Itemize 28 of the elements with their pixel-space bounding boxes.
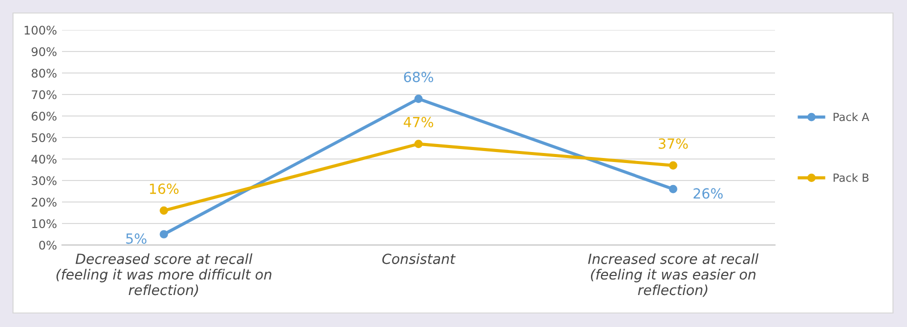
y-tick-label: 0% [39,240,56,250]
point [668,184,678,194]
y-tick-label: 80% [32,68,56,78]
y-tick-label: 20% [32,198,56,207]
x-tick-label: Consistant [382,253,456,264]
point [160,230,168,238]
data-label: 47% [404,116,434,128]
point [414,94,423,103]
y-tick-label: 30% [32,176,56,186]
y-tick-label: 40% [31,154,56,164]
point [160,206,168,215]
data-label: 37% [658,138,688,149]
x-tick-label: Decreased score at recall (feeling it was more difficult on reflection) [56,253,272,297]
point [668,161,678,170]
y-tick-label: 50% [32,133,56,142]
y-tick-label: 90% [32,47,56,56]
data-label: 5% [126,233,146,244]
y-tick-label: 10% [32,219,56,228]
point [414,140,423,148]
y-tick-label: 70% [32,90,56,100]
data-label: 68% [404,72,434,82]
data-label: 26% [694,188,723,199]
y-tick-label: 100% [24,26,56,35]
x-tick-label: Increased score at recall (feeling it was easier on reflection) [588,253,758,297]
y-tick-label: 60% [32,112,56,121]
data-label: 16% [150,184,179,194]
legend-label: Pack A [834,112,870,122]
legend-label: Pack B [834,173,869,182]
